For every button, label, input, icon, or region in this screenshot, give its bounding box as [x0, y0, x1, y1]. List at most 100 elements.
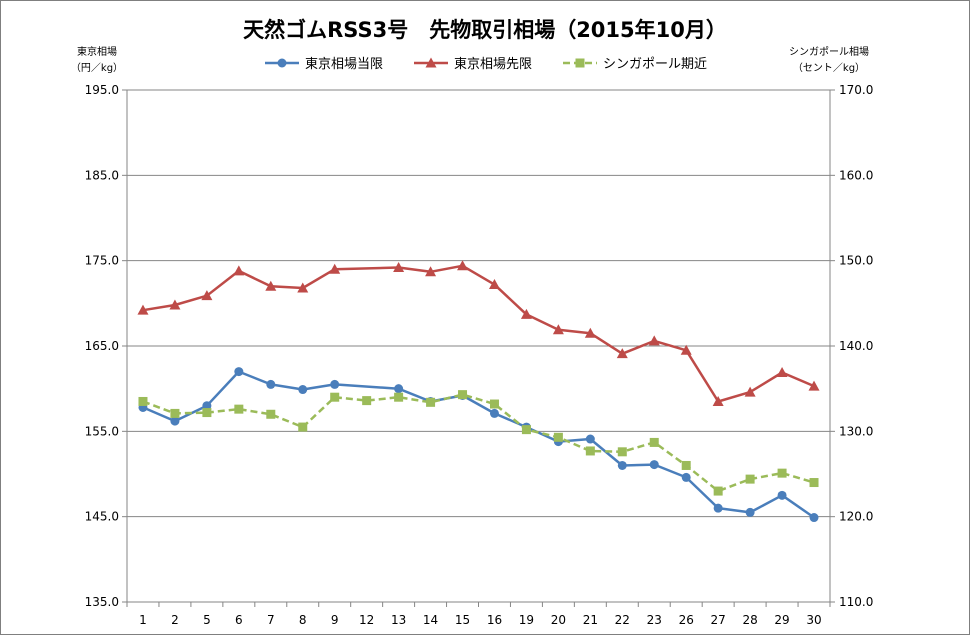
x-tick-label: 8	[299, 613, 307, 627]
tick-labels: 195.0 170.0 185.0 160.0 175.0 150.0 165.0 140.0…	[85, 83, 874, 627]
data-point	[202, 408, 212, 418]
data-point	[649, 460, 659, 470]
right-tick-label: 130.0	[839, 424, 873, 438]
series-group	[137, 260, 820, 523]
x-tick-label: 21	[583, 613, 598, 627]
data-point	[201, 290, 213, 301]
data-point	[616, 348, 628, 359]
x-tick-label: 12	[359, 613, 374, 627]
legend-marker	[277, 58, 287, 68]
chart-title: 天然ゴムRSS3号 先物取引相場（2015年10月）	[243, 18, 727, 42]
data-point	[520, 308, 532, 319]
series-3	[138, 390, 819, 496]
data-point	[712, 395, 724, 406]
data-point	[266, 379, 276, 389]
data-point	[584, 327, 596, 338]
x-tick-label: 13	[391, 613, 406, 627]
data-point	[648, 335, 660, 346]
x-tick-label: 30	[806, 613, 821, 627]
data-point	[809, 478, 819, 488]
data-point	[234, 404, 244, 414]
x-tick-label: 28	[742, 613, 757, 627]
series-2	[137, 260, 820, 406]
x-tick-label: 15	[455, 613, 470, 627]
data-point	[298, 385, 308, 395]
data-point	[457, 260, 469, 271]
legend-item: 東京相場当限	[265, 56, 383, 72]
data-point	[808, 380, 820, 391]
left-axis-title-line1: 東京相場	[77, 45, 117, 58]
data-point	[298, 422, 308, 432]
x-tick-label: 6	[235, 613, 243, 627]
series-1	[138, 367, 819, 523]
data-point	[394, 392, 404, 402]
x-tick-label: 27	[711, 613, 726, 627]
left-tick-label: 155.0	[85, 424, 119, 438]
data-point	[266, 409, 276, 419]
data-point	[681, 472, 691, 482]
x-tick-label: 26	[679, 613, 694, 627]
series-line	[142, 393, 815, 493]
data-point	[713, 503, 723, 513]
data-point	[169, 299, 181, 310]
left-axis-title-line2: （円／kg）	[71, 62, 123, 74]
data-point	[265, 280, 277, 291]
right-tick-label: 120.0	[839, 510, 873, 524]
x-tick-label: 14	[423, 613, 438, 627]
data-point	[330, 379, 340, 389]
right-tick-label: 110.0	[839, 595, 873, 609]
right-tick-label: 160.0	[839, 168, 873, 182]
x-tick-label: 22	[615, 613, 630, 627]
data-point	[745, 474, 755, 484]
gridlines	[127, 89, 830, 518]
data-point	[426, 397, 436, 407]
data-point	[297, 282, 309, 293]
x-tick-label: 16	[487, 613, 502, 627]
data-point	[777, 468, 787, 478]
legend-label: シンガポール期近	[603, 57, 707, 72]
data-point	[170, 416, 180, 426]
x-tick-label: 2	[171, 613, 179, 627]
data-point	[425, 266, 437, 277]
data-point	[585, 446, 595, 456]
right-tick-label: 140.0	[839, 339, 873, 353]
right-tick-label: 170.0	[839, 83, 873, 97]
data-point	[393, 261, 405, 272]
data-point	[777, 490, 787, 500]
legend-marker	[575, 58, 585, 68]
data-point	[137, 304, 149, 315]
axes	[122, 89, 835, 607]
data-point	[649, 437, 659, 447]
data-point	[553, 432, 563, 442]
data-point	[489, 408, 499, 418]
x-tick-label: 23	[647, 613, 662, 627]
legend-marker	[425, 57, 437, 68]
data-point	[552, 324, 564, 335]
data-point	[170, 408, 180, 418]
x-tick-label: 19	[519, 613, 534, 627]
data-point	[362, 396, 372, 406]
data-point	[680, 344, 692, 355]
data-point	[713, 486, 723, 496]
right-tick-label: 150.0	[839, 254, 873, 268]
right-axis-title-line1: シンガポール相場	[789, 45, 869, 58]
legend-label: 東京相場当限	[305, 56, 383, 72]
data-point	[776, 366, 788, 377]
data-point	[330, 392, 340, 402]
legend-item: 東京相場先限	[414, 56, 532, 72]
right-axis-title-line2: （セント／kg）	[793, 62, 865, 74]
series-line	[142, 264, 815, 403]
data-point	[394, 384, 404, 394]
data-point	[233, 265, 245, 276]
left-tick-label: 195.0	[85, 83, 119, 97]
legend-item: シンガポール期近	[563, 57, 707, 72]
data-point	[744, 386, 756, 397]
left-tick-label: 145.0	[85, 510, 119, 524]
x-tick-label: 20	[551, 613, 566, 627]
data-point	[138, 396, 148, 406]
x-tick-label: 1	[139, 613, 147, 627]
data-point	[329, 263, 341, 274]
data-point	[681, 460, 691, 470]
data-point	[234, 367, 244, 377]
data-point	[585, 434, 595, 444]
